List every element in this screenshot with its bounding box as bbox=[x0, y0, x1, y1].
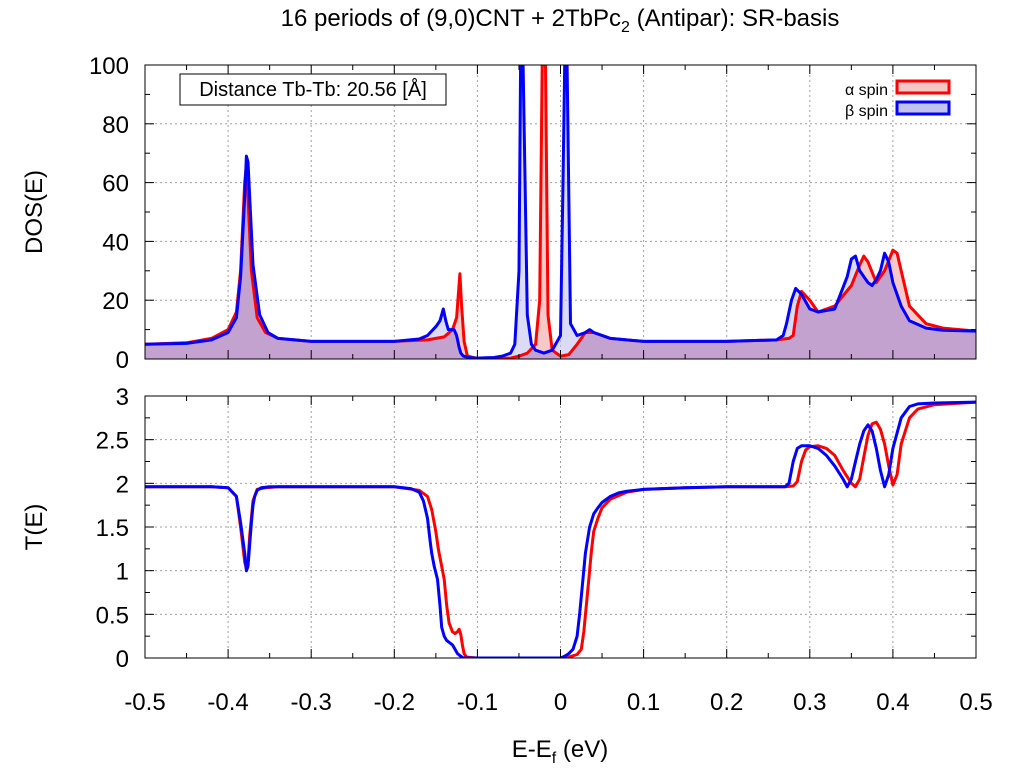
transmission-ticks: -0.5 -0.4 -0.3 -0.2 -0.1 0 0.1 0.2 0.3 0.4 0.5 0 0.5… bbox=[96, 384, 993, 716]
transmission-panel: -0.5 -0.4 -0.3 -0.2 -0.1 0 0.1 0.2 0.3 0.4 0.5 0 0.5… bbox=[21, 384, 993, 767]
x-tick-label: -0.3 bbox=[291, 689, 332, 716]
x-tick-label: 0.1 bbox=[627, 689, 660, 716]
x-tick-label: 0 bbox=[554, 689, 567, 716]
transmission-ytick-label: 2 bbox=[116, 471, 129, 498]
transmission-ytick-label: 2.5 bbox=[96, 428, 129, 455]
x-tick-label: 0.3 bbox=[793, 689, 826, 716]
chart-title: 16 periods of (9,0)CNT + 2TbPc2 (Antipar… bbox=[281, 5, 840, 36]
legend-alpha-label: α spin bbox=[845, 82, 888, 99]
dos-beta-line bbox=[145, 65, 976, 359]
dos-alpha-line bbox=[145, 65, 976, 359]
legend: α spin β spin bbox=[845, 79, 951, 120]
transmission-ytick-label: 0.5 bbox=[96, 602, 129, 629]
transmission-ylabel: T(E) bbox=[21, 504, 48, 551]
transmission-ytick-label: 3 bbox=[116, 384, 129, 411]
dos-ytick-label: 60 bbox=[102, 171, 129, 198]
dos-ytick-label: 100 bbox=[89, 53, 129, 80]
x-tick-label: 0.4 bbox=[876, 689, 909, 716]
legend-alpha-swatch bbox=[895, 79, 951, 95]
x-tick-label: -0.4 bbox=[207, 689, 248, 716]
dos-overlap-fill bbox=[145, 165, 976, 359]
transmission-grid bbox=[145, 396, 976, 658]
x-tick-label: -0.2 bbox=[374, 689, 415, 716]
transmission-alpha-line bbox=[145, 400, 976, 658]
x-axis-label: E-Ef (eV) bbox=[512, 736, 608, 767]
transmission-ytick-label: 1.5 bbox=[96, 515, 129, 542]
dos-ylabel: DOS(E) bbox=[21, 170, 48, 254]
x-tick-label: 0.2 bbox=[710, 689, 743, 716]
distance-annotation-text: Distance Tb-Tb: 20.56 [Å] bbox=[199, 78, 427, 101]
legend-beta-label: β spin bbox=[845, 103, 888, 120]
x-tick-label: -0.5 bbox=[124, 689, 165, 716]
transmission-beta-line bbox=[145, 400, 976, 658]
transmission-ytick-label: 1 bbox=[116, 559, 129, 586]
dos-ytick-label: 20 bbox=[102, 288, 129, 315]
transmission-ytick-label: 0 bbox=[116, 646, 129, 673]
x-tick-label: -0.1 bbox=[457, 689, 498, 716]
dos-ytick-label: 40 bbox=[102, 229, 129, 256]
dos-ticks: 0 20 40 60 80 100 bbox=[89, 53, 977, 374]
dos-ytick-label: 0 bbox=[116, 347, 129, 374]
dos-panel: 0 20 40 60 80 100 DOS(E) Distance Tb-Tb: 20.5… bbox=[21, 53, 977, 374]
dos-ytick-label: 80 bbox=[102, 112, 129, 139]
legend-beta-swatch bbox=[895, 100, 951, 116]
distance-annotation: Distance Tb-Tb: 20.56 [Å] bbox=[179, 73, 447, 106]
x-tick-label: 0.5 bbox=[959, 689, 992, 716]
